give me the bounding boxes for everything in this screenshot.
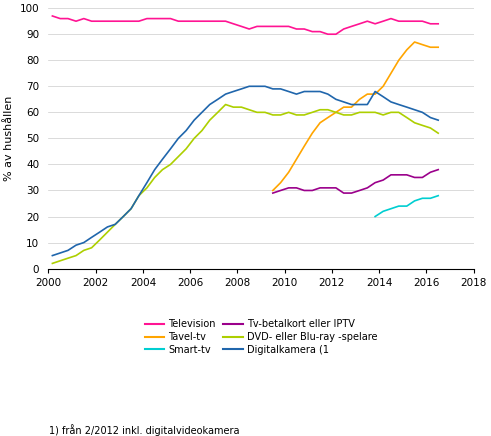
Y-axis label: % av hushållen: % av hushållen [4, 95, 14, 181]
Legend: Television, Tavel-tv, Smart-tv, Tv-betalkort eller IPTV, DVD- eller Blu-ray -spe: Television, Tavel-tv, Smart-tv, Tv-betal… [141, 315, 381, 359]
Text: 1) från 2/2012 inkl. digitalvideokamera: 1) från 2/2012 inkl. digitalvideokamera [49, 424, 240, 436]
